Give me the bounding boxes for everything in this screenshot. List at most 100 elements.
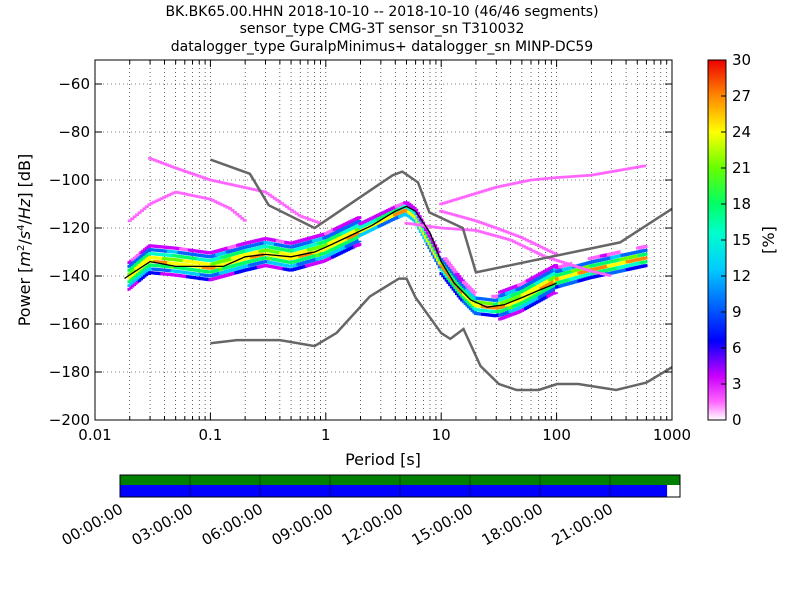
outlier-cell: [570, 264, 575, 267]
density-cell: [465, 284, 470, 288]
outlier-cell: [610, 170, 615, 173]
colorbar-tick-label: 9: [732, 303, 742, 321]
outlier-cell: [598, 172, 603, 175]
outlier-cell: [233, 184, 238, 187]
outlier-cell: [620, 168, 625, 172]
outlier-cell: [605, 171, 610, 174]
outlier-cell: [597, 271, 602, 275]
y-tick-label: −160: [49, 315, 90, 333]
density-cell: [449, 270, 455, 274]
y-tick-label: −80: [58, 123, 90, 141]
outlier-cell: [558, 260, 563, 263]
outlier-cell: [421, 224, 426, 227]
outlier-cell: [238, 185, 243, 188]
outlier-cell: [532, 242, 537, 245]
outlier-cell: [441, 210, 446, 214]
density-cell: [465, 292, 470, 296]
outlier-cell: [182, 169, 187, 173]
noise-model-layer: [209, 158, 673, 392]
outlier-cell: [551, 176, 556, 180]
density-cell: [448, 267, 453, 271]
outlier-cell: [248, 187, 253, 190]
density-cell: [642, 260, 648, 264]
outlier-cell: [419, 223, 424, 227]
outlier-cell: [455, 227, 460, 231]
outlier-cell: [544, 177, 549, 180]
density-cell: [439, 271, 445, 275]
outlier-cell: [544, 248, 549, 251]
outlier-cell: [573, 264, 578, 268]
outlier-cell: [242, 219, 247, 222]
outlier-cell: [466, 194, 471, 198]
density-cell: [553, 283, 558, 287]
density-cell: [553, 279, 558, 283]
outlier-cell: [240, 217, 245, 220]
outlier-cell: [565, 262, 570, 266]
outlier-cell: [485, 188, 490, 192]
density-cell: [441, 274, 446, 278]
outlier-cell: [187, 171, 192, 174]
density-cell: [446, 277, 452, 281]
colorbar-tick-label: 15: [732, 231, 751, 249]
density-cell: [453, 286, 458, 290]
median-line: [124, 205, 557, 308]
density-cell: [460, 279, 465, 283]
outlier-cell: [204, 177, 209, 180]
outlier-cell: [221, 181, 226, 185]
outlier-cell: [634, 165, 639, 169]
outlier-cell: [495, 227, 500, 230]
outlier-cell: [485, 232, 490, 235]
outlier-cell: [497, 228, 502, 231]
outlier-cell: [465, 228, 470, 232]
outlier-cell: [541, 254, 546, 258]
outlier-cell: [292, 210, 297, 214]
x-tick-label: 100: [542, 426, 571, 444]
outlier-cell: [443, 227, 448, 230]
outlier-cell: [642, 164, 647, 168]
density-cell: [442, 276, 448, 280]
low-noise-model-line: [210, 277, 673, 392]
colorbar-tick-label: 12: [732, 267, 751, 285]
outlier-cell: [585, 174, 590, 177]
density-cell: [442, 272, 448, 276]
outlier-cell: [470, 218, 475, 222]
outlier-cell: [615, 169, 620, 172]
density-cell: [448, 283, 453, 287]
outlier-cell: [209, 178, 214, 182]
outlier-cell: [637, 165, 642, 169]
outlier-cell: [461, 195, 466, 199]
density-cell: [458, 281, 464, 285]
outlier-cell: [226, 182, 231, 186]
density-cell: [461, 300, 467, 304]
outlier-cell: [475, 191, 480, 195]
density-cell: [446, 284, 452, 288]
outlier-cell: [519, 180, 524, 184]
outlier-cell: [154, 199, 159, 203]
outlier-cell: [218, 202, 223, 206]
outlier-cell: [507, 183, 512, 186]
density-cell: [461, 281, 467, 285]
outlier-cell: [468, 193, 473, 197]
outlier-cell: [603, 171, 608, 175]
density-cell: [427, 234, 433, 238]
outlier-cell: [480, 190, 485, 193]
density-cell: [429, 237, 434, 241]
density-cell: [436, 250, 441, 254]
outlier-cell: [181, 192, 186, 195]
outlier-cell: [583, 174, 588, 177]
outlier-cell: [458, 196, 463, 200]
density-layer: [127, 157, 648, 325]
colorbar-tick-label: 24: [732, 123, 751, 141]
outlier-cell: [546, 249, 551, 252]
outlier-cell: [203, 196, 208, 200]
outlier-cell: [135, 213, 140, 217]
outlier-cell: [566, 175, 571, 179]
outlier-cell: [304, 216, 309, 220]
outlier-cell: [406, 222, 411, 225]
outlier-cell: [494, 234, 499, 238]
outlier-cell: [473, 192, 478, 195]
density-cell: [465, 299, 470, 303]
density-cell: [468, 307, 474, 311]
density-cell: [441, 278, 446, 282]
outlier-cell: [152, 200, 157, 204]
